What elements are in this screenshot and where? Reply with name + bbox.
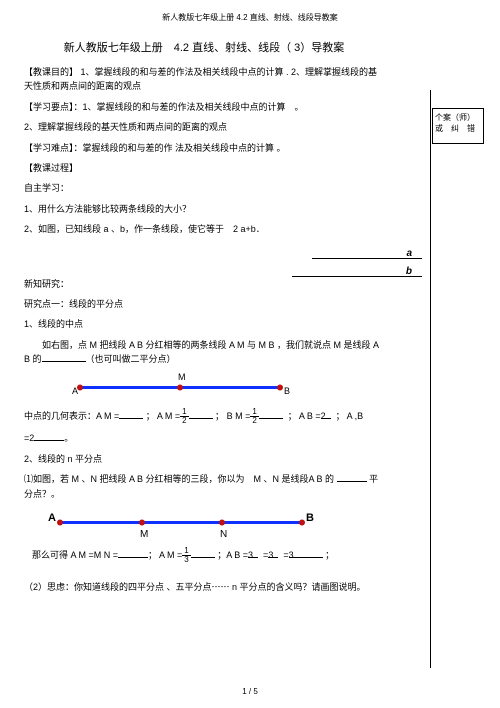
ab-eq2: A B = [226,550,248,560]
frac-half-2: 12 [250,408,258,425]
label-b2: B [306,512,314,524]
blank-8[interactable] [191,548,215,558]
segment-amnb-figure: A M N B [48,507,384,543]
blank-1[interactable] [119,409,143,419]
diff-label: 【学习难点】： [24,143,83,153]
point-n [219,520,225,526]
then-line: 那么可得 A M =M N =； A M =13 ；A B =3 =3 =3 ； [24,547,384,564]
key-para2: 2、理解掌握线段的基天性质和两点间的距离的观点 [24,120,384,134]
sidebar-line1: 个案（师） [435,112,481,123]
sidebar-note-box: 个案（师） 或 纠 错 [432,108,484,144]
segment-amb-figure: A M B [72,372,384,404]
segment-line-2 [60,521,302,524]
blank-9[interactable]: 3 [248,548,258,558]
blank-midpoint[interactable] [42,352,86,362]
frac-half-1: 12 [180,408,188,425]
am-eq: A M = [157,411,180,421]
bm-eq: B M = [227,411,251,421]
key-label: 【学习要点】： [24,102,83,112]
main-title: 新人教版七年级上册 4.2 直线、射线、线段（ 3）导教案 [24,39,384,55]
sub1-text-p2: （也可叫做二平分点） [86,354,176,364]
point-b2 [299,520,305,526]
blank-10[interactable]: 3 [268,548,278,558]
vertical-divider [430,90,431,668]
sub2-q-text: ⑴如图，若 M 、N 把线段 A B 分红相等的三段，你以为 M 、N 是线段A… [24,474,334,484]
geom-repr-text: 中点的几何表示：A M = [24,411,119,421]
key-text: 1、掌握线段的和与差的作法及相关线段中点的计算 。 [83,102,304,112]
label-m: M [178,372,186,382]
q1: 1、用什么方法能够比较两条线段的大小？ [24,202,384,216]
a-b: A ,B [347,411,364,421]
label-b: B [284,386,290,396]
new-research: 新知研究： [24,277,384,291]
frac-third: 13 [182,547,190,564]
point-a2 [57,520,63,526]
point1: 研究点一：线段的平分点 [24,297,384,311]
blank-11[interactable]: 3 [289,548,299,558]
point-a [77,385,83,391]
ab-eq: A B = [299,411,321,421]
blank-12[interactable] [299,548,323,558]
sep1: ； [146,411,155,421]
key-para: 【学习要点】：1、掌握线段的和与差的作法及相关线段中点的计算 。 [24,100,384,114]
diff-text: 掌握线段的和与差的作 法及相关线段中点的计算 。 [83,143,286,153]
q2: 2、如图，已知线段 a 、b，作一条线段，使它等于 2 a+b． [24,222,384,236]
point-m [177,385,183,391]
sub2-q: ⑴如图，若 M 、N 把线段 A B 分红相等的三段，你以为 M 、N 是线段A… [24,472,384,501]
blank-4[interactable]: 2 [321,409,331,419]
blank-2[interactable] [189,409,213,419]
geom-repr: 中点的几何表示：A M = ； A M =12 ； B M =12 ； A B … [24,408,384,425]
sub1-text: 如右图，点 M 把线段 A B 分红相等的两条线段 A M 与 M B ，我们就… [24,338,384,367]
label-a2: A [48,512,56,524]
sep2: ； [215,411,224,421]
page-header: 新人教版七年级上册 4.2 直线、射线、线段导教案 [24,12,476,23]
goal-label: 【教课目的】 [24,67,78,77]
eq2-line: =2。 [24,431,384,445]
am-eq2: A M = [159,550,182,560]
sub2: 2、线段的 n 平分点 [24,452,384,466]
blank-7[interactable] [118,548,148,558]
process-label: 【教课过程】 [24,161,384,175]
then-text: 那么可得 A M =M N = [32,550,118,560]
label-m2: M [140,529,148,540]
line-a [312,258,422,259]
line-b [292,276,422,277]
point-m2 [139,520,145,526]
blank-5[interactable] [34,431,64,441]
diff-para: 【学习难点】：掌握线段的和与差的作 法及相关线段中点的计算 。 [24,141,384,155]
blank-3[interactable] [259,409,283,419]
sidebar-line2: 或 纠 错 [435,123,481,134]
sub1: 1、线段的中点 [24,317,384,331]
point-b [277,385,283,391]
label-n: N [220,529,227,540]
eq2: =2 [24,433,34,443]
goal-para: 【教课目的】 1、掌握线段的和与差的作法及相关线段中点的计算 . 2、理解掌握线… [24,65,384,94]
blank-6[interactable] [337,472,367,482]
page-number: 1 / 5 [0,687,500,696]
self-study: 自主学习： [24,181,384,195]
think: （2）思虑：你知道线段的四平分点 、五平分点⋯⋯ n 平分点的含义吗？请画图说明… [24,580,384,594]
